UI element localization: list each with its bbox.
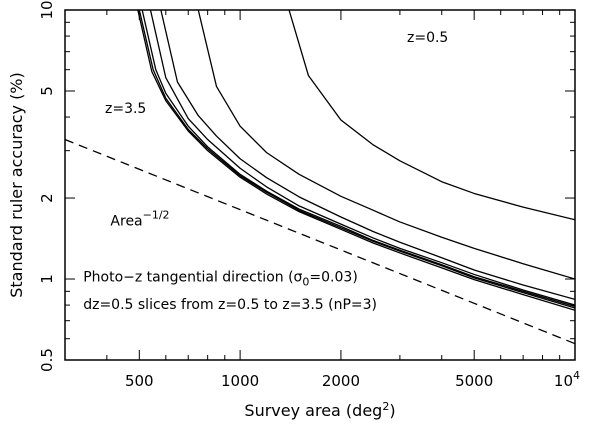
annotation-sub: 0 bbox=[302, 275, 309, 288]
x-tick-label: 2000 bbox=[322, 372, 360, 390]
series-line bbox=[149, 10, 575, 306]
y-tick-label: 1 bbox=[38, 274, 56, 284]
annotation-text-2: =0.03) bbox=[309, 269, 357, 285]
x-tick-label-text: 10 bbox=[554, 372, 573, 390]
annotation: dz=0.5 slices from z=0.5 to z=3.5 (nP=3) bbox=[83, 297, 377, 313]
y-tick-label: 2 bbox=[38, 193, 56, 203]
annotation: z=3.5 bbox=[105, 101, 146, 117]
annotation-text: dz=0.5 slices from z=0.5 to z=3.5 (nP=3) bbox=[83, 297, 377, 313]
annotation-sup: −1/2 bbox=[143, 209, 170, 222]
x-tick-label-text: 2000 bbox=[322, 372, 360, 390]
y-tick-label: 10 bbox=[38, 0, 56, 19]
x-tick-label: 5000 bbox=[455, 372, 493, 390]
y-tick-label: 5 bbox=[38, 86, 56, 96]
x-tick-label-sup: 4 bbox=[573, 369, 580, 382]
annotation-text: z=0.5 bbox=[407, 30, 448, 46]
x-axis-label-text: Survey area (deg bbox=[244, 401, 382, 420]
series-line bbox=[137, 10, 575, 311]
annotation: Area−1/2 bbox=[110, 209, 169, 230]
axis-ticks bbox=[64, 9, 576, 361]
x-tick-label: 1000 bbox=[221, 372, 259, 390]
series-line bbox=[141, 10, 575, 308]
x-tick-label: 104 bbox=[554, 369, 580, 390]
x-tick-label-text: 1000 bbox=[221, 372, 259, 390]
x-tick-label: 500 bbox=[125, 372, 154, 390]
series-line bbox=[197, 10, 575, 280]
series-line bbox=[138, 10, 575, 309]
series-line bbox=[160, 10, 575, 301]
y-axis-label: Standard ruler accuracy (%) bbox=[7, 72, 26, 298]
annotation-text: Area bbox=[110, 214, 142, 230]
reference-line-area bbox=[65, 138, 575, 345]
annotation: Photo−z tangential direction (σ0=0.03) bbox=[83, 269, 358, 288]
x-axis-label-sup: 2 bbox=[382, 400, 389, 413]
plot-frame bbox=[64, 9, 576, 361]
x-axis-label: Survey area (deg2) bbox=[244, 400, 395, 420]
annotation-text: Photo−z tangential direction (σ bbox=[83, 269, 302, 285]
annotation: z=0.5 bbox=[407, 30, 448, 46]
series-group bbox=[65, 10, 575, 345]
annotation-text: z=3.5 bbox=[105, 101, 146, 117]
y-tick-label: 0.5 bbox=[38, 348, 56, 372]
x-tick-label-text: 500 bbox=[125, 372, 154, 390]
x-tick-label-text: 5000 bbox=[455, 372, 493, 390]
x-axis-label-rest: ) bbox=[389, 401, 395, 420]
series-line bbox=[288, 10, 575, 221]
labels-group: 500 1000 2000 5000 1040.512510z=0.5z=3.5Area… bbox=[38, 0, 580, 390]
